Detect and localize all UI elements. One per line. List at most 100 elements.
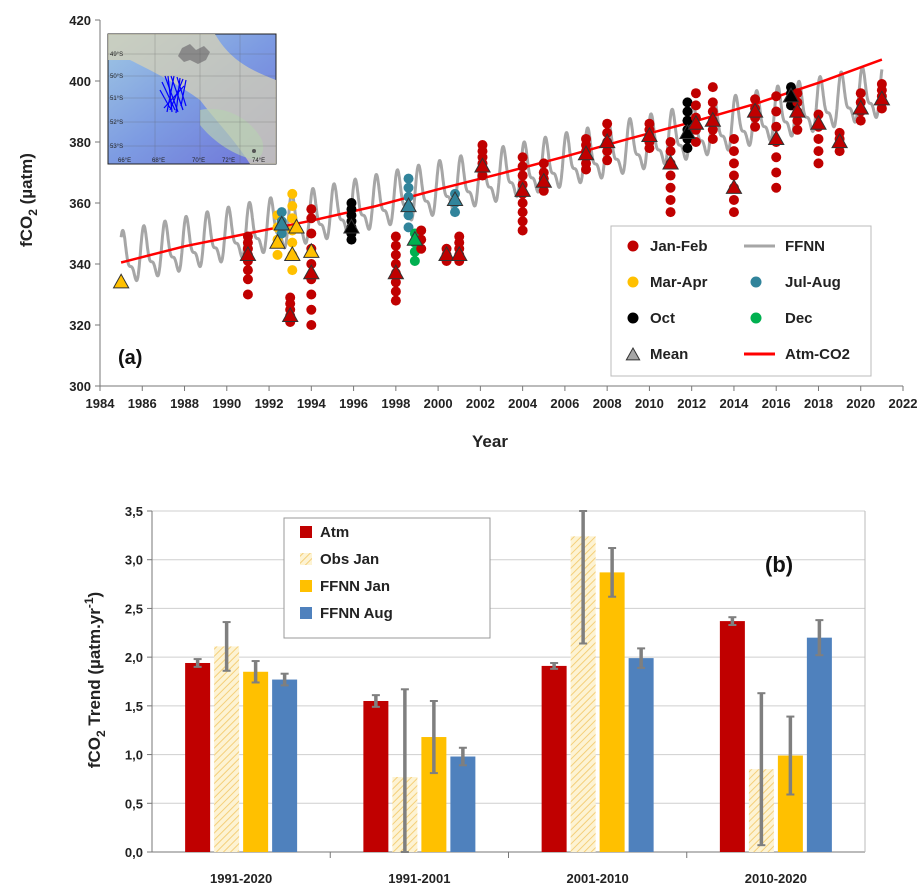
obs-point [306, 304, 317, 315]
b-y-tick-label: 0,5 [125, 796, 143, 811]
obs-point [306, 204, 317, 215]
mean-marker [406, 230, 424, 246]
legend-b-swatch [300, 607, 312, 619]
y-ticks: 300 320 340 360 380 400 420 [69, 13, 100, 394]
obs-point [538, 167, 549, 178]
obs-point [690, 88, 701, 99]
y-tick-label: 340 [69, 257, 91, 272]
mean-marker [302, 264, 320, 280]
mean-marker [400, 197, 417, 213]
legend-label: Oct [650, 310, 675, 327]
obs-point [242, 231, 253, 242]
mean-marker [535, 172, 553, 188]
obs-point [306, 289, 317, 300]
bars [185, 536, 832, 852]
obs-point [813, 146, 824, 157]
obs-point [665, 137, 676, 147]
map-lat-label: 50°S [110, 74, 123, 80]
map-lat-label: 53°S [110, 144, 123, 150]
obs-point [477, 140, 488, 151]
legend-label: Jul-Aug [785, 274, 841, 291]
obs-point [855, 88, 866, 99]
obs-point [792, 124, 803, 135]
x-tick-label: 2010 [635, 396, 664, 411]
x-tick-label: 2020 [846, 396, 875, 411]
obs-point [771, 91, 782, 102]
obs-point [287, 201, 298, 212]
mean-marker [782, 87, 800, 103]
mean-marker [343, 218, 360, 234]
obs-point [602, 146, 613, 157]
legend-a: Jan-Feb FFNN Mar-Apr Jul-Aug Oct Dec Mean Atm-C… [610, 225, 872, 377]
obs-point [272, 249, 283, 260]
obs-point [276, 207, 287, 218]
obs-point [813, 158, 824, 169]
ship-tracks [159, 75, 187, 114]
obs-point [403, 210, 414, 221]
b-x-ticks: 1991-2020 1991-2001 2001-2010 2010-2020 [210, 852, 807, 886]
obs-point [285, 292, 296, 303]
panel-label-a: (a) [118, 347, 142, 369]
mean-marker [725, 178, 743, 194]
legend-a-box [610, 225, 872, 377]
x-tick-label: 2002 [466, 396, 495, 411]
obs-point [403, 191, 414, 202]
obs-point [403, 222, 414, 233]
mean-marker [239, 245, 257, 261]
legend-label: FFNN [785, 238, 825, 255]
legend-b-swatch [300, 553, 312, 565]
obs-point [813, 133, 824, 144]
mean-marker [514, 181, 532, 197]
legend-swatch-triangle [625, 346, 641, 361]
obs-point [517, 170, 528, 181]
obs-point [581, 133, 592, 144]
obs-point [771, 152, 782, 163]
map-lon-label: 70°E [192, 158, 205, 164]
y-tick-label: 300 [69, 379, 91, 394]
legend-b-swatch [300, 526, 312, 538]
obs-point [416, 225, 427, 236]
mean-marker [767, 129, 785, 146]
obs-point [390, 286, 401, 297]
x-tick-label: 1988 [170, 396, 199, 411]
obs-point [876, 79, 887, 90]
map-lat-labels: 49°S 50°S 51°S 52°S 53°S [110, 52, 123, 150]
b-y-tick-label: 1,5 [125, 699, 143, 714]
mean-marker [852, 99, 870, 115]
obs-point [728, 207, 739, 218]
mean-marker [746, 102, 764, 118]
mean-marker [687, 114, 705, 130]
obs-point [390, 277, 401, 288]
obs-point [403, 173, 414, 184]
obs-point [306, 228, 317, 239]
obs-point [771, 121, 782, 132]
obs-point [728, 170, 739, 181]
inset-map: 49°S 50°S 51°S 52°S 53°S 66°E 68°E 70°E … [107, 33, 277, 165]
legend-label: Jan-Feb [650, 238, 708, 255]
x-tick-label: 1998 [381, 396, 410, 411]
b-y-tick-label: 2,5 [125, 601, 143, 616]
legend-b-label: FFNN Jan [320, 578, 390, 595]
bar [243, 671, 269, 852]
mean-marker [679, 123, 696, 139]
b-y-tick-label: 1,0 [125, 748, 143, 763]
obs-point [242, 289, 253, 300]
map-lat-label: 51°S [110, 96, 123, 102]
obs-point [728, 133, 739, 144]
obs-point [390, 231, 401, 242]
legend-swatch-circle [627, 312, 639, 324]
b-gridlines [152, 510, 865, 804]
b-x-tick-label: 2010-2020 [745, 871, 807, 886]
mean-markers [112, 87, 891, 322]
mean-marker [269, 233, 286, 249]
mean-marker [662, 154, 680, 170]
legend-swatch-circle [750, 312, 762, 324]
legend-b-label: Atm [320, 524, 349, 541]
obs-point [287, 237, 298, 248]
b-x-tick-label: 1991-2001 [388, 871, 450, 886]
obs-point [682, 143, 693, 154]
error-bars [193, 510, 824, 853]
obs-point [517, 207, 528, 218]
obs-point [242, 274, 253, 285]
